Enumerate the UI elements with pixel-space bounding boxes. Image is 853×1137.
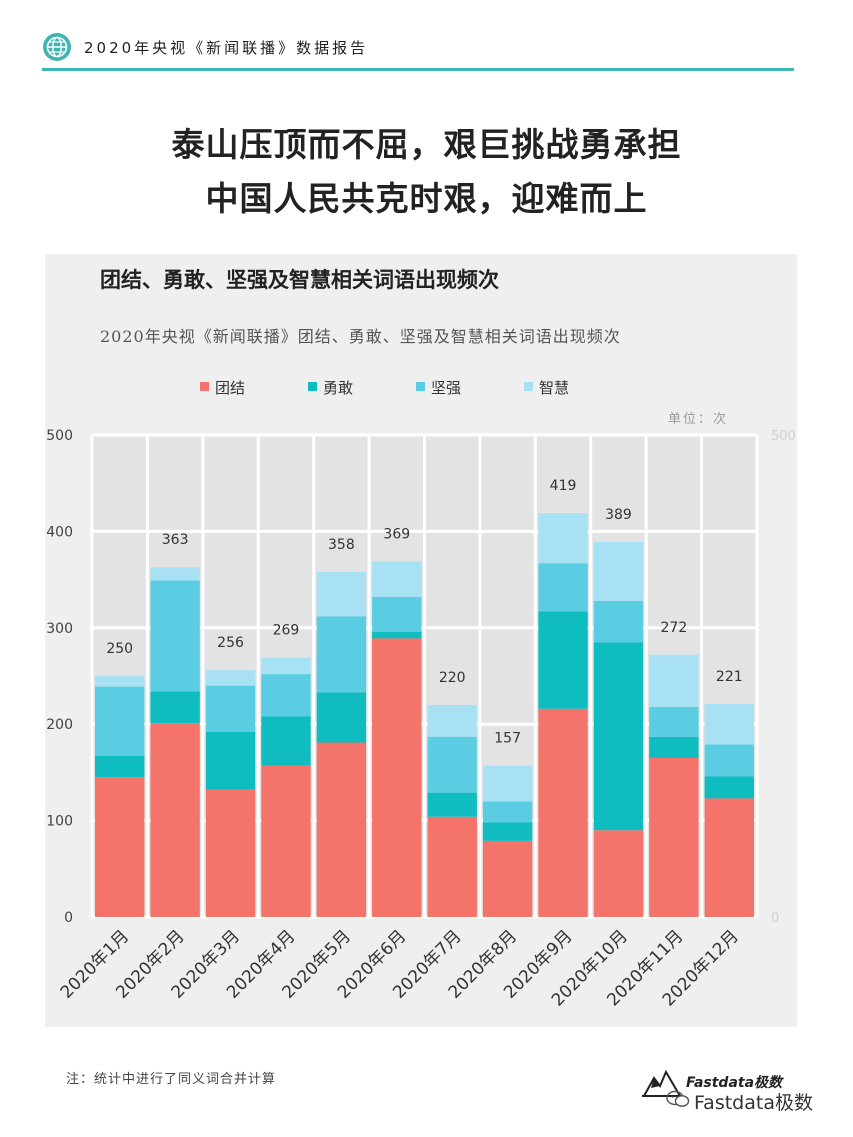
total-label: 250: [106, 641, 133, 657]
bar-segment-4: [704, 703, 754, 745]
bar-segment-3: [205, 685, 256, 732]
total-label: 256: [217, 635, 244, 651]
bar-segment-2: [95, 756, 145, 778]
unit-label: 单位：次: [668, 412, 729, 427]
total-label: 221: [716, 669, 743, 685]
bar-segment-2: [538, 611, 588, 709]
bar-segment-2: [372, 631, 422, 639]
bar-segment-4: [593, 542, 644, 601]
bar-segment-2: [427, 792, 477, 817]
bar-segment-1: [538, 708, 588, 917]
bar-segment-4: [95, 676, 145, 687]
total-label: 363: [162, 532, 189, 548]
y-tick-label: 300: [46, 621, 73, 637]
fastdata-logo-icon: [642, 1069, 682, 1097]
bar-segment-1: [593, 830, 644, 917]
bar-segment-4: [150, 567, 200, 581]
bar-segment-4: [482, 765, 533, 802]
bar-segment-2: [482, 822, 533, 841]
legend-swatch-zhihui: [524, 382, 533, 391]
total-label: 369: [383, 526, 410, 542]
bar-segment-1: [150, 723, 200, 917]
legend-swatch-jianqiang: [416, 382, 425, 391]
header-divider: [42, 68, 794, 71]
headline-line-1: 泰山压顶而不屈，艰巨挑战勇承担: [171, 125, 682, 164]
bar-segment-3: [538, 563, 588, 612]
bar-segment-4: [316, 571, 367, 617]
y-tick-label: 500: [46, 428, 73, 444]
watermark-text: Fastdata极数: [694, 1092, 813, 1114]
bar-segment-1: [95, 777, 145, 917]
wechat-icon: [666, 1090, 690, 1107]
bar-segment-3: [427, 736, 477, 793]
globe-icon: [43, 33, 71, 61]
bar-segment-2: [261, 716, 311, 766]
total-label: 389: [605, 507, 632, 523]
bar-segment-1: [261, 765, 311, 917]
legend-label-yonggan: 勇敢: [323, 379, 354, 397]
legend-label-jianqiang: 坚强: [431, 379, 462, 397]
total-label: 358: [328, 537, 355, 553]
bar-segment-2: [649, 736, 699, 758]
bar-segment-1: [704, 798, 754, 917]
total-label: 419: [550, 478, 577, 494]
bar-segment-4: [427, 704, 477, 737]
bar-segment-3: [372, 596, 422, 632]
y2-tick-label: 0: [771, 911, 779, 926]
bar-segment-1: [427, 816, 477, 917]
bar-segment-3: [593, 600, 644, 643]
bar-segment-2: [205, 731, 256, 790]
total-label: 157: [494, 731, 521, 747]
bar-segment-1: [372, 638, 422, 917]
bar-segment-3: [316, 616, 367, 693]
legend-label-zhihui: 智慧: [539, 379, 570, 397]
bar-segment-2: [704, 776, 754, 799]
chart-subtitle: 2020年央视《新闻联播》团结、勇敢、坚强及智慧相关词语出现频次: [100, 327, 621, 346]
bar-segment-3: [482, 801, 533, 823]
bar-segment-1: [316, 742, 367, 917]
total-label: 272: [661, 620, 688, 636]
footnote: 注：统计中进行了同义词合并计算: [66, 1072, 277, 1087]
fastdata-logo-text: Fastdata极数: [686, 1075, 783, 1091]
bar-segment-2: [316, 692, 367, 743]
bar-segment-4: [372, 561, 422, 597]
total-label: 269: [273, 623, 300, 639]
report-title: 2020年央视《新闻联播》数据报告: [84, 39, 369, 57]
report-header: 2020年央视《新闻联播》数据报告: [42, 30, 794, 71]
total-label: 220: [439, 670, 466, 686]
bar-segment-3: [95, 686, 145, 757]
bar-segment-1: [482, 840, 533, 917]
bar-segment-3: [150, 580, 200, 692]
legend-swatch-tuanjie: [200, 382, 209, 391]
y-tick-label: 0: [64, 910, 73, 926]
bar-segment-1: [649, 757, 699, 917]
bar-segment-4: [205, 670, 256, 686]
headline-line-2: 中国人民共克时艰，迎难而上: [205, 179, 648, 218]
legend-label-tuanjie: 团结: [215, 379, 246, 397]
chart-title: 团结、勇敢、坚强及智慧相关词语出现频次: [100, 268, 499, 292]
bar-segment-2: [593, 642, 644, 831]
y-tick-label: 200: [46, 717, 73, 733]
bar-segment-4: [538, 513, 588, 564]
legend-swatch-yonggan: [308, 382, 317, 391]
bar-segment-2: [150, 691, 200, 724]
bar-segment-3: [704, 744, 754, 777]
bar-segment-3: [649, 706, 699, 737]
bar-segment-4: [649, 654, 699, 707]
bar-segment-3: [261, 674, 311, 717]
bar-segment-4: [261, 657, 311, 675]
y2-tick-label: 500: [771, 429, 796, 444]
bar-segment-1: [205, 789, 256, 917]
y-tick-label: 100: [46, 814, 73, 830]
y-tick-label: 400: [46, 524, 73, 540]
